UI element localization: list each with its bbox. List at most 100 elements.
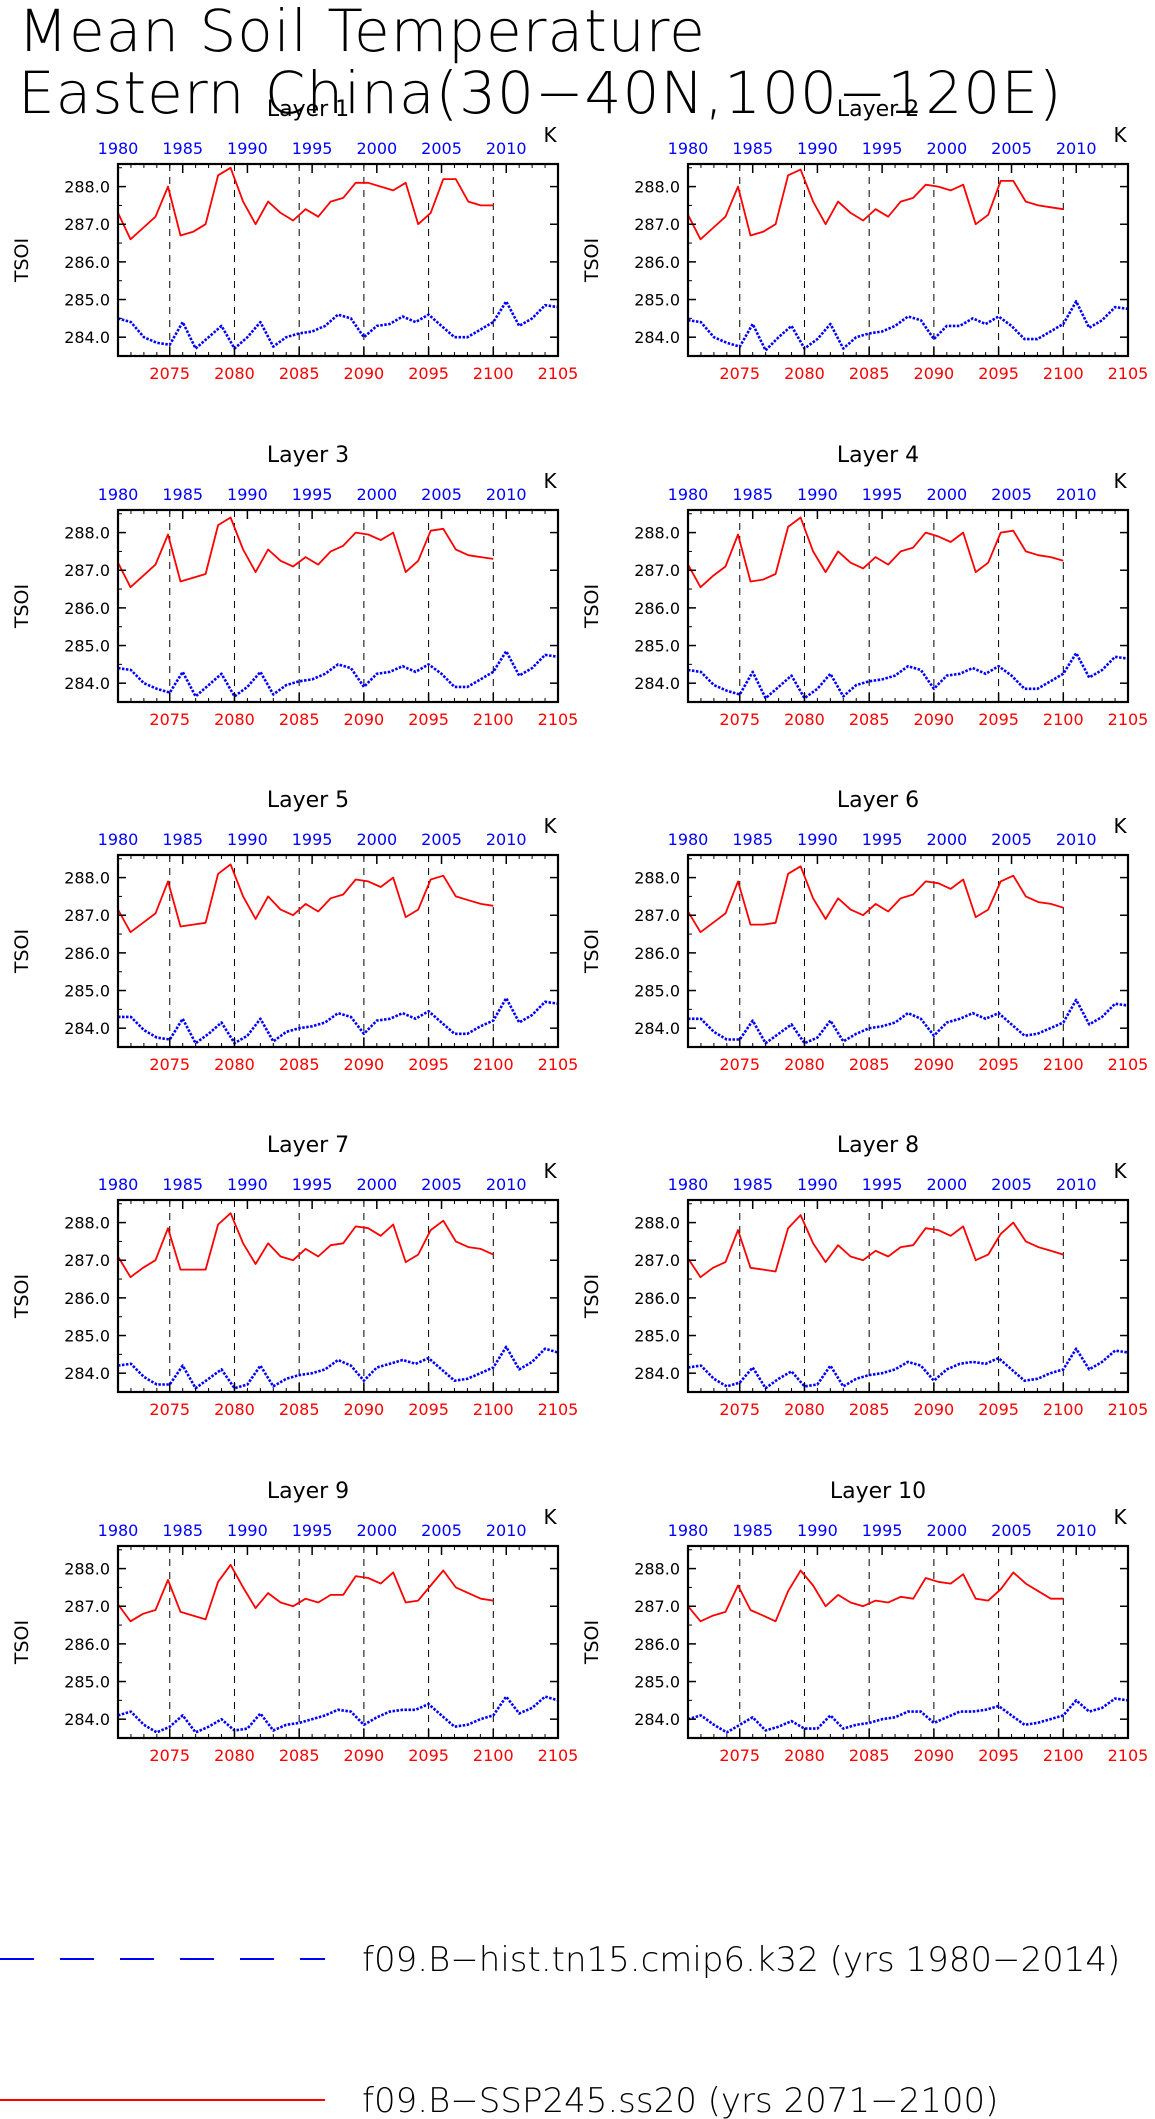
y-tick-label: 284.0 — [64, 1710, 110, 1729]
y-axis-label: TSOI — [581, 584, 603, 629]
y-tick-label: 284.0 — [634, 1019, 680, 1038]
x-bottom-tick-label: 2100 — [473, 1746, 514, 1765]
x-top-tick-label: 2005 — [421, 830, 462, 849]
x-top-tick-label: 1995 — [292, 1175, 333, 1194]
y-axis-label: TSOI — [581, 1620, 603, 1665]
x-top-tick-label: 2010 — [486, 1521, 527, 1540]
x-bottom-tick-label: 2095 — [408, 1055, 449, 1074]
x-top-tick-label: 1995 — [862, 139, 903, 158]
panel-layer-9: Layer 9 K TSOI 288.0 287.0 286.0 285.0 284.0 207… — [11, 1479, 578, 1765]
x-bottom-tick-label: 2075 — [719, 710, 760, 729]
panel-title: Layer 1 — [267, 97, 349, 122]
x-top-tick-label: 1990 — [227, 485, 268, 504]
y-tick-label: 286.0 — [64, 253, 110, 272]
plot-frame — [116, 853, 560, 1049]
panel-layer-10: Layer 10 K TSOI 288.0 287.0 286.0 285.0 284.0 20… — [581, 1479, 1149, 1765]
x-top-tick-label: 2000 — [356, 139, 397, 158]
y-tick-label: 286.0 — [64, 1635, 110, 1654]
series-hist-line — [687, 651, 1129, 700]
y-tick-label: 288.0 — [634, 178, 680, 197]
x-top-tick-label: 1980 — [98, 485, 139, 504]
x-bottom-tick-label: 2105 — [1108, 1400, 1149, 1419]
x-bottom-tick-label: 2075 — [719, 1746, 760, 1765]
x-top-tick-label: 1990 — [797, 830, 838, 849]
x-bottom-tick-label: 2105 — [1108, 364, 1149, 383]
y-tick-label: 287.0 — [634, 1597, 680, 1616]
y-axis-label: TSOI — [581, 1274, 603, 1319]
y-tick-label: 285.0 — [64, 982, 110, 1001]
x-bottom-tick-label: 2090 — [344, 710, 385, 729]
x-top-tick-label: 2000 — [926, 485, 967, 504]
y-tick-label: 286.0 — [634, 253, 680, 272]
units-label: K — [1113, 123, 1127, 147]
y-tick-label: 288.0 — [64, 869, 110, 888]
y-tick-label: 284.0 — [634, 674, 680, 693]
panel-layer-4: Layer 4 K TSOI 288.0 287.0 286.0 285.0 284.0 207… — [581, 443, 1149, 729]
x-top-tick-label: 2010 — [1056, 830, 1097, 849]
y-tick-label: 285.0 — [634, 982, 680, 1001]
panel-layer-3: Layer 3 K TSOI 288.0 287.0 286.0 285.0 284.0 207… — [11, 443, 578, 729]
y-tick-label: 288.0 — [634, 524, 680, 543]
title-line-1: Mean Soil Temperature — [18, 0, 706, 65]
x-top-tick-label: 2010 — [486, 1175, 527, 1194]
x-top-tick-label: 1990 — [227, 1175, 268, 1194]
x-bottom-tick-label: 2075 — [719, 1400, 760, 1419]
y-tick-label: 288.0 — [634, 1214, 680, 1233]
series-hist-line — [117, 1695, 559, 1734]
x-top-tick-label: 2000 — [926, 1175, 967, 1194]
y-tick-label: 288.0 — [634, 1560, 680, 1579]
x-top-tick-label: 1995 — [292, 485, 333, 504]
x-top-tick-label: 2010 — [1056, 1175, 1097, 1194]
units-label: K — [1113, 1505, 1127, 1529]
x-top-tick-label: 1995 — [292, 830, 333, 849]
x-bottom-tick-label: 2105 — [1108, 1746, 1149, 1765]
x-bottom-tick-label: 2080 — [214, 1746, 255, 1765]
panel-title: Layer 9 — [267, 1479, 349, 1504]
y-tick-label: 285.0 — [64, 291, 110, 310]
x-bottom-tick-label: 2090 — [344, 1055, 385, 1074]
x-bottom-tick-label: 2105 — [1108, 710, 1149, 729]
x-bottom-tick-label: 2095 — [408, 1400, 449, 1419]
y-tick-label: 284.0 — [64, 1364, 110, 1383]
legend-label-1: f09.B−hist.tn15.cmip6.k32 (yrs 1980−2014… — [362, 1940, 1120, 1980]
x-bottom-tick-label: 2095 — [978, 1746, 1019, 1765]
x-top-tick-label: 2010 — [486, 139, 527, 158]
x-top-tick-label: 1990 — [797, 1175, 838, 1194]
x-top-tick-label: 1980 — [98, 1521, 139, 1540]
x-bottom-tick-label: 2080 — [214, 1055, 255, 1074]
x-top-tick-label: 1990 — [227, 139, 268, 158]
x-top-tick-label: 2005 — [991, 830, 1032, 849]
x-top-tick-label: 1995 — [862, 485, 903, 504]
x-top-tick-label: 2005 — [991, 485, 1032, 504]
x-top-tick-label: 1980 — [98, 1175, 139, 1194]
y-tick-label: 284.0 — [64, 1019, 110, 1038]
y-tick-label: 288.0 — [634, 869, 680, 888]
x-top-tick-label: 2005 — [991, 1175, 1032, 1194]
y-tick-label: 285.0 — [64, 637, 110, 656]
x-top-tick-label: 2000 — [356, 830, 397, 849]
x-top-tick-label: 1980 — [668, 485, 709, 504]
panel-title: Layer 8 — [837, 1133, 919, 1158]
y-tick-label: 287.0 — [634, 906, 680, 925]
plot-frame — [686, 853, 1130, 1049]
x-bottom-tick-label: 2105 — [538, 364, 579, 383]
x-bottom-tick-label: 2090 — [344, 1400, 385, 1419]
series-ssp245-line — [687, 516, 1064, 589]
x-bottom-tick-label: 2085 — [849, 1055, 890, 1074]
x-top-tick-label: 1985 — [732, 139, 773, 158]
x-bottom-tick-label: 2080 — [784, 364, 825, 383]
x-bottom-tick-label: 2100 — [1043, 1746, 1084, 1765]
panel-title: Layer 4 — [837, 443, 919, 468]
x-bottom-tick-label: 2080 — [784, 1055, 825, 1074]
units-label: K — [543, 469, 557, 493]
panel-title: Layer 10 — [830, 1479, 926, 1504]
x-bottom-tick-label: 2080 — [214, 710, 255, 729]
units-label: K — [1113, 1159, 1127, 1183]
y-tick-label: 284.0 — [634, 328, 680, 347]
x-bottom-tick-label: 2090 — [914, 710, 955, 729]
x-top-tick-label: 2005 — [991, 139, 1032, 158]
x-top-tick-label: 2010 — [1056, 1521, 1097, 1540]
x-bottom-tick-label: 2095 — [978, 1055, 1019, 1074]
x-top-tick-label: 1990 — [227, 830, 268, 849]
